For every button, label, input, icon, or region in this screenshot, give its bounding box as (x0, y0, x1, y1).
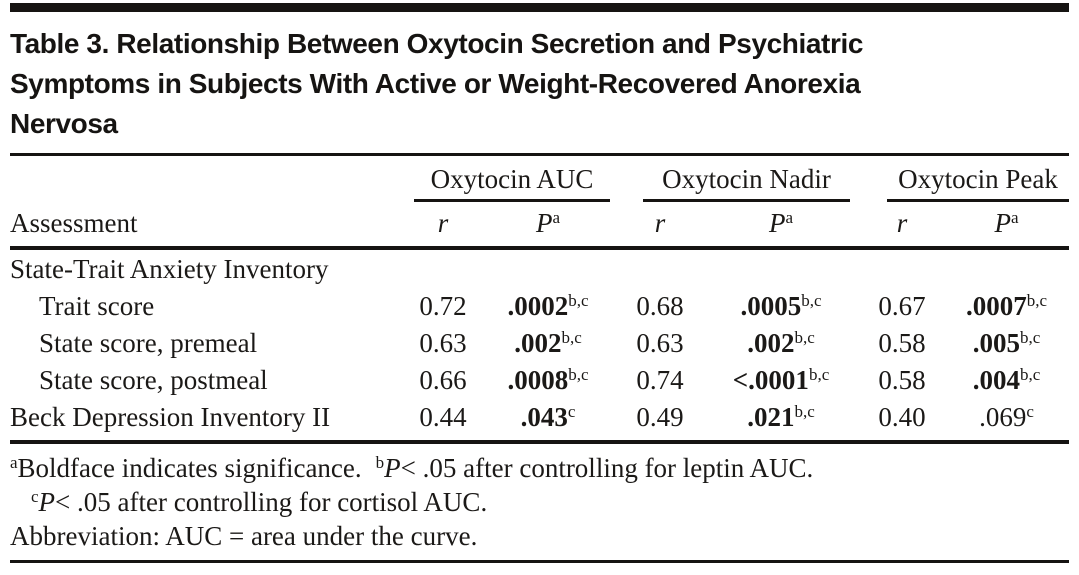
assessment-column-header: Assessment (10, 202, 408, 250)
footnotes: aBoldface indicates significance. bP< .05… (10, 451, 1069, 553)
p-value: .002b,c (747, 328, 815, 358)
p-value: .0005b,c (740, 291, 822, 321)
p-value: .021b,c (702, 398, 861, 444)
top-rule (10, 3, 1069, 12)
r-value: 0.67 (878, 291, 926, 321)
sub-header-row: Assessment r Pa r Pa r Pa (10, 202, 1070, 250)
footnote-abbreviation: Abbreviation: AUC = area under the curve… (10, 521, 478, 551)
table-row-section-stai: State-Trait Anxiety Inventory (10, 248, 1069, 287)
r-value: 0.63 (419, 328, 467, 358)
r-column-header-nadir: r (618, 202, 703, 250)
table-title: Table 3. Relationship Between Oxytocin S… (10, 24, 1069, 144)
group-header-oxytocin-auc: Oxytocin AUC (408, 156, 618, 202)
r-value: 0.74 (636, 365, 684, 395)
p-column-header-peak: Pa (944, 202, 1070, 250)
column-group-header-row: Oxytocin AUC Oxytocin Nadir Oxytocin Pea… (10, 156, 1070, 202)
p-value: .0007b,c (966, 291, 1048, 321)
r-value: 0.40 (860, 398, 945, 444)
table-title-line-2: Symptoms in Subjects With Active or Weig… (10, 68, 861, 99)
r-value: 0.58 (878, 328, 926, 358)
table-row-trait-score: Trait score 0.72 .0002b,c 0.68 .0005b,c … (10, 287, 1069, 324)
r-column-header-peak: r (860, 202, 945, 250)
p-value: .043c (478, 398, 619, 444)
r-value: 0.68 (636, 291, 684, 321)
table-title-line-3: Nervosa (10, 108, 118, 139)
p-column-header-nadir: Pa (702, 202, 861, 250)
correlation-table: Oxytocin AUC Oxytocin Nadir Oxytocin Pea… (10, 156, 1070, 444)
footnote-c: cP< .05 after controlling for cortisol A… (31, 487, 488, 517)
p-column-header-auc: Pa (478, 202, 619, 250)
p-value: .005b,c (972, 328, 1041, 358)
table-row-state-postmeal: State score, postmeal 0.66 .0008b,c 0.74… (10, 361, 1069, 398)
group-header-oxytocin-nadir: Oxytocin Nadir (618, 156, 860, 202)
p-value: .004b,c (972, 365, 1041, 395)
row-label-beck-depression: Beck Depression Inventory II (10, 398, 408, 444)
footnote-a-b: aBoldface indicates significance. bP< .05… (10, 453, 814, 483)
p-value: .069c (944, 398, 1070, 444)
assessment-header-spacer (10, 156, 408, 202)
p-value: .0008b,c (507, 365, 589, 395)
title-divider-rule (10, 153, 1069, 156)
group-header-oxytocin-nadir-label: Oxytocin Nadir (643, 164, 851, 202)
r-value: 0.44 (408, 398, 478, 444)
row-label-state-premeal: State score, premeal (39, 328, 258, 358)
r-value: 0.72 (419, 291, 467, 321)
r-value: 0.63 (636, 328, 684, 358)
p-value: .002b,c (514, 328, 582, 358)
row-label-state-postmeal: State score, postmeal (39, 365, 268, 395)
group-header-oxytocin-peak: Oxytocin Peak (860, 156, 1070, 202)
r-value: 0.49 (618, 398, 703, 444)
row-label-stai: State-Trait Anxiety Inventory (10, 254, 329, 284)
r-value: 0.58 (878, 365, 926, 395)
p-value: .0002b,c (507, 291, 589, 321)
table-title-line-1: Table 3. Relationship Between Oxytocin S… (10, 28, 864, 59)
table-row-beck-depression: Beck Depression Inventory II 0.44 .043c … (10, 398, 1070, 444)
r-value: 0.66 (419, 365, 467, 395)
row-label-trait-score: Trait score (39, 291, 155, 321)
table-row-state-premeal: State score, premeal 0.63 .002b,c 0.63 .… (10, 324, 1069, 361)
group-header-oxytocin-peak-label: Oxytocin Peak (887, 164, 1070, 202)
r-column-header-auc: r (408, 202, 478, 250)
bottom-rule (10, 560, 1069, 563)
p-value: <.0001b,c (732, 365, 830, 395)
group-header-oxytocin-auc-label: Oxytocin AUC (414, 164, 611, 202)
